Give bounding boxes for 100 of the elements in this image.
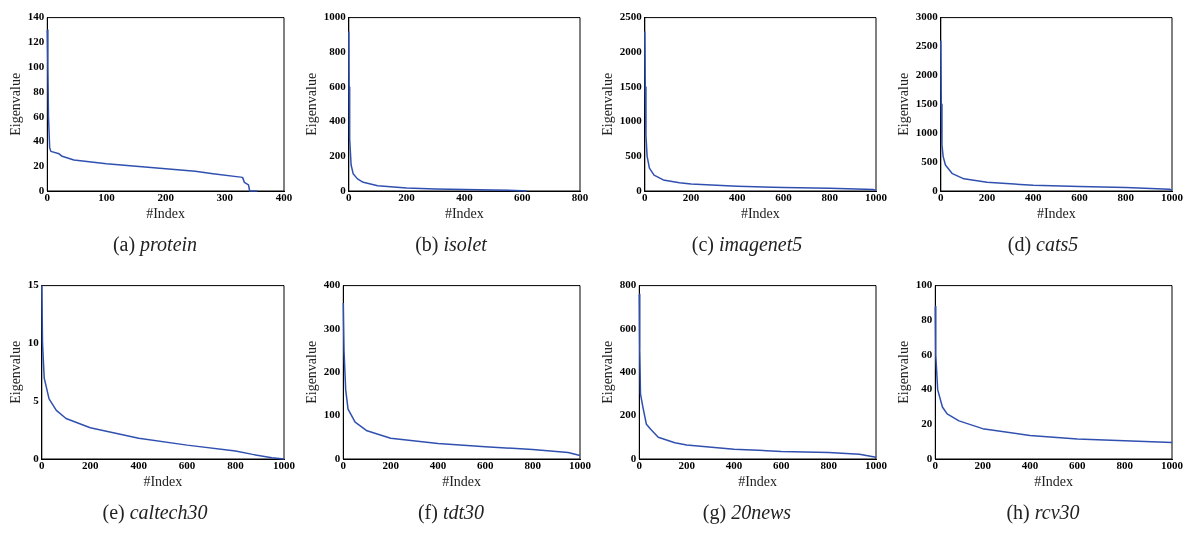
x-tick-label: 400 bbox=[456, 191, 474, 204]
y-tick-label: 0 bbox=[932, 183, 939, 196]
y-tick-label: 20 bbox=[33, 159, 45, 172]
y-tick-label: 200 bbox=[329, 149, 347, 162]
text: (d) cats5 bbox=[1007, 233, 1079, 255]
x-tick-label: 600 bbox=[773, 459, 791, 472]
x-tick-label: 600 bbox=[775, 191, 793, 204]
y-tick-label: 2000 bbox=[619, 45, 643, 58]
x-axis-title: #Index bbox=[143, 474, 183, 490]
y-tick-label: 300 bbox=[323, 321, 341, 334]
x-axis-title: #Index bbox=[740, 206, 780, 222]
x-tick-label: 400 bbox=[1021, 459, 1039, 472]
x-tick-label: 100 bbox=[98, 191, 116, 204]
y-tick-label: 500 bbox=[921, 154, 939, 167]
x-tick-label: 600 bbox=[513, 191, 531, 204]
y-tick-label: 20 bbox=[921, 417, 933, 430]
x-axis-title: #Index bbox=[1036, 206, 1076, 222]
x-tick-label: 1000 bbox=[273, 459, 296, 472]
text: (a) protein bbox=[112, 233, 198, 255]
y-axis-title: Eigenvalue bbox=[8, 72, 24, 136]
y-tick-label: 0 bbox=[38, 183, 45, 196]
y-axis-title: Eigenvalue bbox=[896, 72, 912, 136]
y-tick-label: 0 bbox=[630, 451, 637, 464]
y-tick-label: 800 bbox=[329, 45, 347, 58]
y-tick-label: 0 bbox=[340, 183, 347, 196]
x-tick-label: 400 bbox=[725, 459, 743, 472]
y-tick-label: 2000 bbox=[915, 68, 939, 81]
text: (g) 20news bbox=[702, 501, 792, 523]
y-tick-label: 100 bbox=[915, 278, 933, 291]
text: (b) isolet bbox=[415, 233, 487, 255]
x-tick-label: 400 bbox=[1025, 191, 1043, 204]
y-tick-label: 60 bbox=[921, 347, 933, 360]
x-axis-title: #Index bbox=[444, 206, 484, 222]
x-tick-label: 200 bbox=[678, 459, 696, 472]
y-tick-label: 400 bbox=[323, 278, 341, 291]
x-axis-title: #Index bbox=[1034, 474, 1074, 490]
x-tick-label: 800 bbox=[1116, 459, 1134, 472]
y-axis-title: Eigenvalue bbox=[304, 72, 320, 136]
x-tick-label: 200 bbox=[974, 459, 992, 472]
y-tick-label: 1000 bbox=[915, 126, 939, 139]
y-tick-label: 1500 bbox=[619, 79, 643, 92]
y-tick-label: 3000 bbox=[915, 10, 939, 23]
x-tick-label: 800 bbox=[571, 191, 589, 204]
x-tick-label: 600 bbox=[178, 459, 196, 472]
x-tick-label: 800 bbox=[227, 459, 245, 472]
y-tick-label: 800 bbox=[619, 278, 637, 291]
y-tick-label: 40 bbox=[921, 382, 933, 395]
y-tick-label: 600 bbox=[329, 79, 347, 92]
text: (e) caltech30 bbox=[102, 501, 208, 523]
y-axis-title: Eigenvalue bbox=[8, 340, 24, 404]
x-tick-label: 800 bbox=[524, 459, 542, 472]
x-tick-label: 200 bbox=[81, 459, 99, 472]
y-tick-label: 120 bbox=[27, 35, 45, 48]
x-tick-label: 800 bbox=[1117, 191, 1135, 204]
y-tick-label: 400 bbox=[619, 365, 637, 378]
x-tick-label: 800 bbox=[821, 191, 839, 204]
y-tick-label: 200 bbox=[323, 365, 341, 378]
x-tick-label: 1000 bbox=[1161, 459, 1184, 472]
y-tick-label: 80 bbox=[921, 313, 933, 326]
x-tick-label: 1000 bbox=[569, 459, 592, 472]
y-axis-title: Eigenvalue bbox=[600, 72, 616, 136]
x-tick-label: 200 bbox=[978, 191, 996, 204]
y-tick-label: 0 bbox=[33, 451, 40, 464]
x-tick-label: 600 bbox=[1071, 191, 1089, 204]
text: (c) imagenet5 bbox=[691, 233, 803, 255]
y-tick-label: 100 bbox=[27, 59, 45, 72]
y-tick-label: 0 bbox=[636, 183, 643, 196]
x-tick-label: 200 bbox=[682, 191, 700, 204]
x-tick-label: 400 bbox=[729, 191, 747, 204]
y-tick-label: 1500 bbox=[915, 97, 939, 110]
y-tick-label: 5 bbox=[33, 394, 40, 407]
y-tick-label: 600 bbox=[619, 321, 637, 334]
y-axis-title: Eigenvalue bbox=[304, 340, 320, 404]
y-tick-label: 10 bbox=[27, 336, 40, 349]
x-tick-label: 300 bbox=[216, 191, 234, 204]
y-tick-label: 1000 bbox=[619, 114, 643, 127]
x-tick-label: 200 bbox=[398, 191, 416, 204]
y-tick-label: 1000 bbox=[323, 10, 347, 23]
y-tick-label: 2500 bbox=[619, 10, 643, 23]
x-tick-label: 600 bbox=[477, 459, 495, 472]
y-tick-label: 500 bbox=[625, 149, 643, 162]
y-axis-title: Eigenvalue bbox=[600, 340, 616, 404]
text: (f) tdt30 bbox=[417, 501, 485, 523]
y-tick-label: 60 bbox=[33, 109, 45, 122]
x-tick-label: 400 bbox=[429, 459, 447, 472]
y-tick-label: 15 bbox=[27, 278, 40, 291]
x-tick-label: 800 bbox=[820, 459, 838, 472]
y-axis-title: Eigenvalue bbox=[896, 340, 912, 404]
y-tick-label: 0 bbox=[926, 451, 933, 464]
x-tick-label: 200 bbox=[157, 191, 175, 204]
x-axis-title: #Index bbox=[442, 474, 482, 490]
y-tick-label: 400 bbox=[329, 114, 347, 127]
x-axis-title: #Index bbox=[146, 206, 186, 222]
y-tick-label: 0 bbox=[334, 451, 341, 464]
text: (h) rcv30 bbox=[1006, 501, 1080, 523]
x-tick-label: 600 bbox=[1069, 459, 1087, 472]
y-tick-label: 2500 bbox=[915, 39, 939, 52]
x-tick-label: 400 bbox=[275, 191, 293, 204]
y-tick-label: 140 bbox=[27, 10, 45, 23]
y-tick-label: 100 bbox=[323, 408, 341, 421]
